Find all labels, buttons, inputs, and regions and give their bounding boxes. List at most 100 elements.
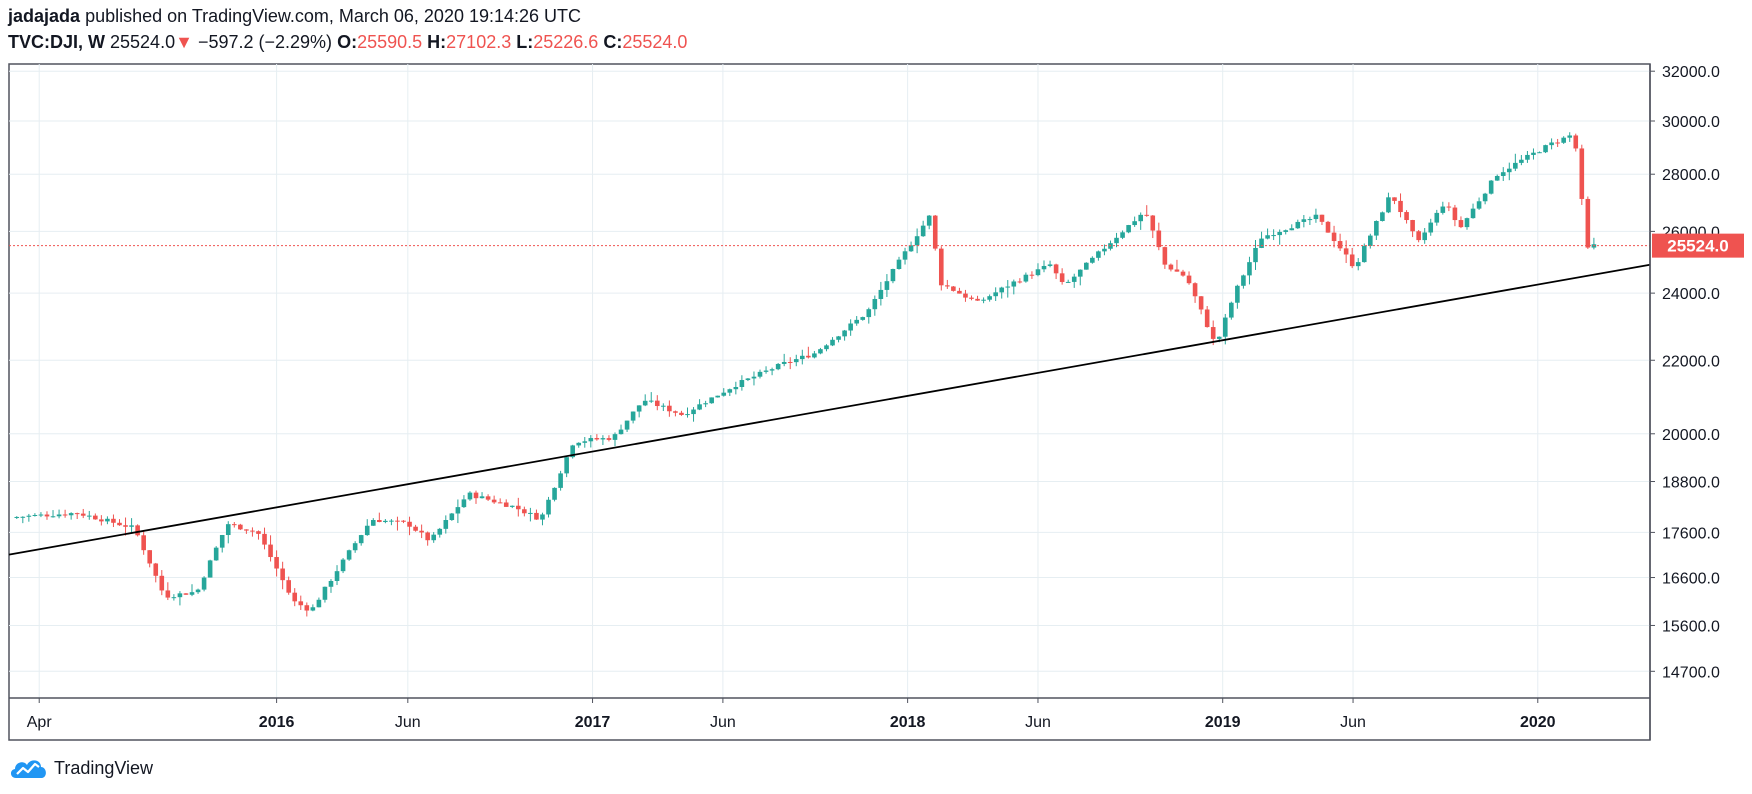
candle-body [812,353,817,358]
candle-body [1090,257,1095,263]
candle-body [830,339,835,346]
candle-body [1241,275,1246,286]
y-tick-label: 18800.0 [1662,475,1720,492]
candle-body [1555,142,1560,144]
tradingview-logo[interactable]: TradingView [8,754,153,782]
candle-body [1053,264,1059,274]
candle-body [1506,168,1512,173]
candle-body [346,550,352,560]
candle-body [1059,273,1065,282]
candle-body [1464,218,1470,228]
candle-body [951,286,956,291]
candle-body [310,607,316,611]
candle-body [661,405,666,407]
candle-body [1247,262,1252,276]
candle-body [189,592,195,595]
candle-body [957,290,962,294]
candle-body [854,319,859,324]
candle-body [920,225,926,237]
candle-body [926,215,932,226]
candle-body [1307,219,1313,221]
time-axis[interactable]: Apr 2016 Jun 2017 Jun 2018 Jun 2019 Jun 2020 [27,698,1556,731]
candle-body [80,513,86,516]
symbol-label[interactable]: TVC:DJI, W [8,32,105,52]
candle-body [135,525,140,536]
candle-body [1156,230,1162,248]
candle-body [1162,247,1168,265]
candle-body [1452,207,1458,221]
candle-body [413,526,418,531]
candle-body [890,268,896,282]
candle-body [383,520,388,523]
candle-body [842,330,847,337]
candle-body [552,487,557,500]
candle-body [213,547,219,561]
candle-body [594,438,600,440]
candle-body [739,380,745,387]
candle-body [352,543,358,551]
x-tick-label: 2017 [575,714,611,731]
candle-body [437,528,443,535]
candle-body [679,412,684,415]
candle-body [219,535,225,548]
candle-body [1289,228,1295,231]
last-price-tag-text: 25524.0 [1667,237,1728,256]
candle-body [564,457,569,474]
candle-body [800,355,805,360]
candle-body [340,559,346,572]
candle-body [68,513,74,516]
author-name[interactable]: jadajada [8,6,81,26]
x-tick-label: 2016 [259,714,295,731]
candle-body [1398,200,1403,213]
candle-body [528,512,533,514]
candle-body [1392,197,1397,201]
candle-body [256,531,261,534]
candle-body [407,521,412,527]
candle-body [1301,219,1307,222]
candle-body [1355,262,1361,267]
candle-body [522,509,527,514]
price-axis[interactable]: 32000.030000.028000.026000.024000.022000… [1650,64,1720,681]
candle-body [582,441,588,443]
high-label: H: [427,32,447,52]
candle-body [1265,235,1270,239]
candle-body [757,371,763,377]
candle-body [14,516,20,518]
open-label: O: [337,32,358,52]
candle-body [703,403,708,405]
candle-body [389,520,394,522]
candle-body [1410,220,1415,232]
candle-body [395,520,400,522]
candle-body [1222,317,1228,337]
down-triangle-icon: ▼ [175,32,193,52]
candle-body [1325,221,1331,233]
candle-body [268,544,273,558]
trend-line[interactable] [8,263,1651,556]
candle-body [824,345,829,350]
candle-body [1579,148,1585,199]
x-tick-label: 2018 [890,714,926,731]
candle-body [1192,283,1198,297]
candle-body [165,590,171,598]
candle-body [509,505,515,507]
candle-body [153,563,159,576]
y-tick-label: 20000.0 [1662,427,1720,444]
candle-body [558,473,563,488]
candle-body [1343,248,1349,255]
price-change: −597.2 (−2.29%) [197,32,333,52]
candle-body [377,520,382,523]
candle-body [993,292,998,297]
candle-body [44,514,50,517]
y-tick-label: 28000.0 [1662,167,1720,184]
candle-body [364,525,370,536]
candle-body [274,557,279,569]
candle-body [250,530,255,532]
candle-body [1102,248,1107,252]
candle-body [745,378,751,381]
candle-body [945,285,950,287]
close-value: 25524.0 [622,32,688,52]
candles[interactable] [14,132,1597,617]
candle-body [1065,281,1071,283]
candle-body [1349,254,1355,267]
